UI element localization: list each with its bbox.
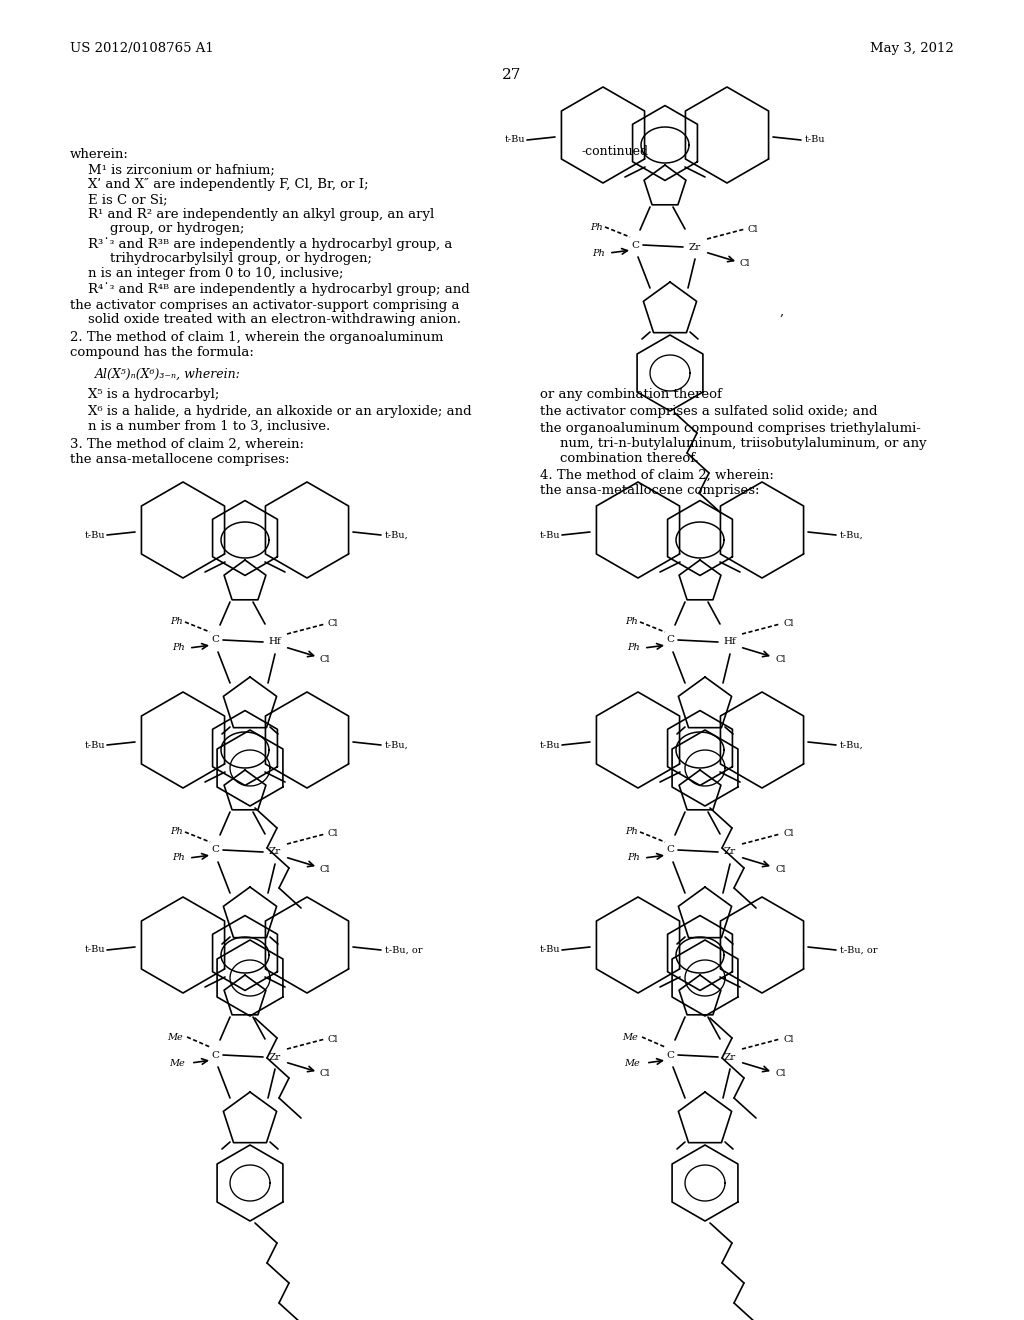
Text: R¹ and R² are independently an alkyl group, an aryl: R¹ and R² are independently an alkyl gro… [88,209,434,220]
Text: t-Bu, or: t-Bu, or [840,945,878,954]
Text: the activator comprises a sulfated solid oxide; and: the activator comprises a sulfated solid… [540,405,878,418]
Text: ,: , [780,305,784,318]
Text: C: C [666,635,674,644]
Text: t-Bu,: t-Bu, [385,741,409,750]
Text: compound has the formula:: compound has the formula: [70,346,254,359]
Text: Me: Me [623,1032,638,1041]
Text: t-Bu, or: t-Bu, or [385,945,423,954]
Text: trihydrocarbylsilyl group, or hydrogen;: trihydrocarbylsilyl group, or hydrogen; [110,252,372,265]
Text: Ph: Ph [170,828,183,837]
Text: Hf: Hf [724,638,736,647]
Text: 3. The method of claim 2, wherein:: 3. The method of claim 2, wherein: [70,438,304,451]
Text: Cl: Cl [775,865,785,874]
Text: C: C [666,846,674,854]
Text: Cl: Cl [783,829,794,838]
Text: Cl: Cl [319,865,331,874]
Text: Ph: Ph [170,618,183,627]
Text: t-Bu: t-Bu [805,136,825,144]
Text: May 3, 2012: May 3, 2012 [870,42,954,55]
Text: combination thereof.: combination thereof. [560,451,698,465]
Text: Xʹ and X″ are independently F, Cl, Br, or I;: Xʹ and X″ are independently F, Cl, Br, o… [88,178,369,191]
Text: X⁵ is a hydrocarbyl;: X⁵ is a hydrocarbyl; [88,388,219,401]
Text: t-Bu,: t-Bu, [840,741,864,750]
Text: 2. The method of claim 1, wherein the organoaluminum: 2. The method of claim 1, wherein the or… [70,331,443,345]
Text: Cl: Cl [319,655,331,664]
Text: Cl: Cl [783,1035,794,1044]
Text: Me: Me [169,1059,185,1068]
Text: Ph: Ph [590,223,603,231]
Text: group, or hydrogen;: group, or hydrogen; [110,222,245,235]
Text: C: C [211,846,219,854]
Text: the activator comprises an activator-support comprising a: the activator comprises an activator-sup… [70,300,460,312]
Text: Ph: Ph [172,644,185,652]
Text: 4. The method of claim 2, wherein:: 4. The method of claim 2, wherein: [540,469,774,482]
Text: E is C or Si;: E is C or Si; [88,193,168,206]
Text: Me: Me [625,1059,640,1068]
Text: Zr: Zr [724,1052,736,1061]
Text: 27: 27 [503,69,521,82]
Text: C: C [211,635,219,644]
Text: Zr: Zr [269,847,282,857]
Text: or any combination thereof: or any combination thereof [540,388,722,401]
Text: n is a number from 1 to 3, inclusive.: n is a number from 1 to 3, inclusive. [88,420,331,433]
Text: US 2012/0108765 A1: US 2012/0108765 A1 [70,42,214,55]
Text: Ph: Ph [172,854,185,862]
Text: Hf: Hf [268,638,282,647]
Text: wherein:: wherein: [70,148,129,161]
Text: t-Bu: t-Bu [540,741,560,750]
Text: C: C [211,1051,219,1060]
Text: t-Bu: t-Bu [84,531,105,540]
Text: R³˙ᶟ and R³ᴮ are independently a hydrocarbyl group, a: R³˙ᶟ and R³ᴮ are independently a hydroca… [88,238,453,251]
Text: t-Bu: t-Bu [540,945,560,954]
Text: t-Bu,: t-Bu, [840,531,864,540]
Text: num, tri-n-butylaluminum, triisobutylaluminum, or any: num, tri-n-butylaluminum, triisobutylalu… [560,437,927,450]
Text: t-Bu: t-Bu [84,741,105,750]
Text: Cl: Cl [775,1069,785,1078]
Text: Cl: Cl [748,224,759,234]
Text: M¹ is zirconium or hafnium;: M¹ is zirconium or hafnium; [88,162,274,176]
Text: Zr: Zr [724,847,736,857]
Text: Ph: Ph [626,618,638,627]
Text: C: C [666,1051,674,1060]
Text: n is an integer from 0 to 10, inclusive;: n is an integer from 0 to 10, inclusive; [88,267,343,280]
Text: Cl: Cl [328,619,339,628]
Text: Cl: Cl [775,655,785,664]
Text: -continued: -continued [582,145,648,158]
Text: t-Bu: t-Bu [84,945,105,954]
Text: Zr: Zr [269,1052,282,1061]
Text: the ansa-metallocene comprises:: the ansa-metallocene comprises: [540,484,760,498]
Text: Ph: Ph [628,854,640,862]
Text: Me: Me [167,1032,183,1041]
Text: Zr: Zr [689,243,701,252]
Text: the organoaluminum compound comprises triethylalumi-: the organoaluminum compound comprises tr… [540,422,921,436]
Text: Cl: Cl [783,619,794,628]
Text: t-Bu: t-Bu [505,136,525,144]
Text: t-Bu,: t-Bu, [385,531,409,540]
Text: Ph: Ph [626,828,638,837]
Text: Ph: Ph [628,644,640,652]
Text: solid oxide treated with an electron-withdrawing anion.: solid oxide treated with an electron-wit… [88,313,461,326]
Text: Cl: Cl [328,1035,339,1044]
Text: Ph: Ph [592,248,605,257]
Text: Al(X⁵)ₙ(X⁶)₃₋ₙ, wherein:: Al(X⁵)ₙ(X⁶)₃₋ₙ, wherein: [95,368,241,381]
Text: X⁶ is a halide, a hydride, an alkoxide or an aryloxide; and: X⁶ is a halide, a hydride, an alkoxide o… [88,405,472,418]
Text: t-Bu: t-Bu [540,531,560,540]
Text: Cl: Cl [740,260,751,268]
Text: the ansa-metallocene comprises:: the ansa-metallocene comprises: [70,453,290,466]
Text: R⁴˙ᶟ and R⁴ᴮ are independently a hydrocarbyl group; and: R⁴˙ᶟ and R⁴ᴮ are independently a hydroca… [88,282,470,296]
Text: C: C [631,240,639,249]
Text: Cl: Cl [328,829,339,838]
Text: Cl: Cl [319,1069,331,1078]
